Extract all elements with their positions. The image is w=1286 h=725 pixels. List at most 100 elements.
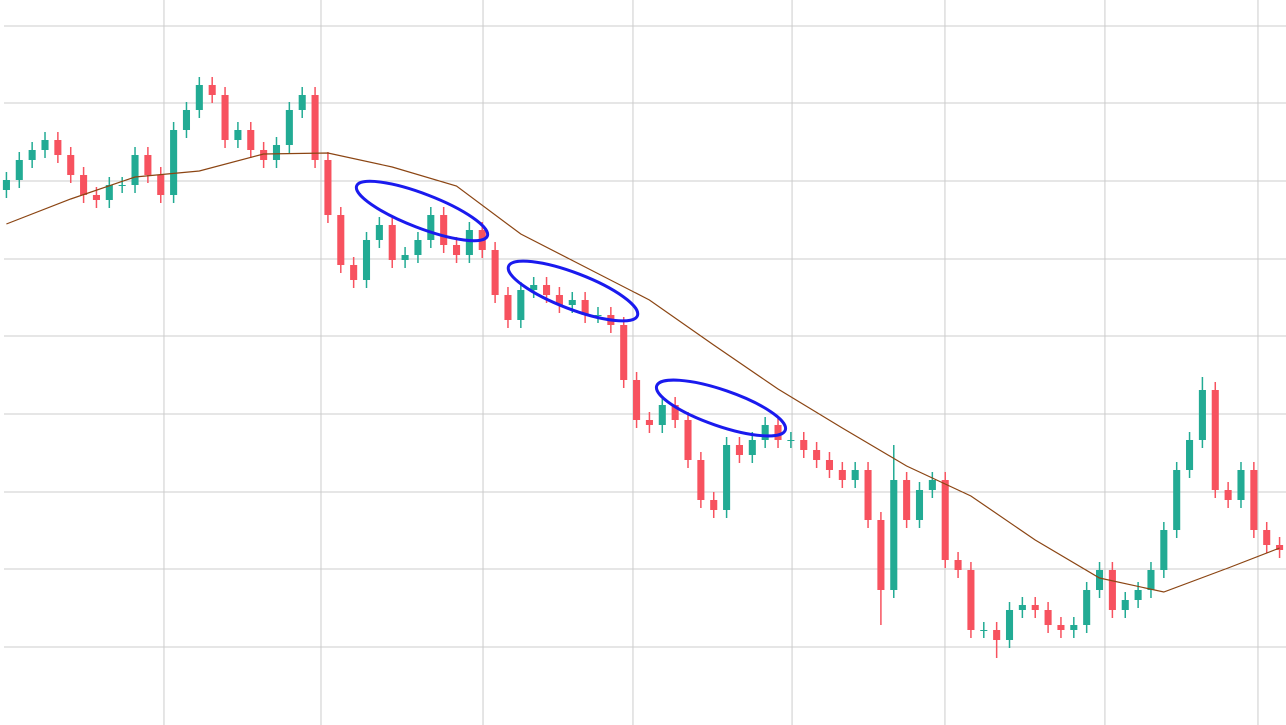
plot — [2, 77, 1284, 658]
candle-body — [375, 225, 383, 240]
candle-body — [787, 440, 795, 441]
candle-body — [555, 295, 563, 305]
candle-body — [272, 145, 281, 160]
candle-body — [298, 95, 306, 110]
candle-body — [182, 110, 191, 130]
candle-body — [543, 285, 551, 295]
candle-body — [1031, 605, 1039, 610]
candle-body — [1263, 530, 1271, 545]
candle-body — [864, 470, 872, 520]
candle-body — [1134, 590, 1142, 600]
candle-body — [234, 130, 242, 140]
candle-body — [517, 290, 525, 320]
candle-body — [1173, 470, 1181, 530]
candle-body — [80, 175, 88, 195]
candle-body — [645, 420, 653, 425]
candle-body — [144, 155, 152, 175]
candle-body — [1044, 610, 1052, 625]
candle-body — [723, 445, 731, 510]
candle-body — [774, 425, 782, 440]
candle-body — [748, 440, 756, 455]
candle-body — [465, 230, 473, 255]
candle-body — [311, 95, 319, 160]
candle-body — [838, 470, 846, 480]
candle-body — [671, 405, 679, 420]
candle-body — [877, 520, 885, 590]
candle-body — [28, 150, 36, 160]
candle-body — [633, 380, 641, 420]
candle-body — [1070, 625, 1078, 630]
candle-body — [1057, 625, 1065, 630]
candle-body — [1121, 600, 1129, 610]
candle-body — [118, 185, 126, 186]
candle-body — [1198, 390, 1206, 440]
candle-body — [452, 245, 461, 255]
candle-body — [324, 160, 332, 215]
candle-body — [105, 185, 113, 200]
candle-body — [195, 85, 203, 110]
candle-body — [170, 130, 178, 195]
candle-body — [1186, 440, 1194, 470]
candle-body — [825, 460, 834, 470]
candle-body — [2, 180, 10, 190]
annotations — [354, 179, 788, 438]
candle-body — [504, 295, 512, 320]
candle-body — [980, 630, 988, 631]
candle-body — [851, 470, 859, 480]
candle-body — [1018, 605, 1026, 610]
candle-body — [710, 500, 718, 510]
candle-body — [54, 140, 62, 155]
candle-body — [157, 175, 165, 195]
candle-body — [491, 250, 499, 295]
candle-body — [440, 215, 448, 245]
candle-body — [414, 240, 422, 255]
candle-body — [1005, 610, 1014, 640]
candle-body — [941, 480, 949, 560]
candle-body — [568, 300, 576, 305]
candle-body — [260, 150, 268, 160]
candle-body — [530, 285, 538, 290]
candle-body — [362, 240, 371, 280]
candle-body — [800, 440, 808, 450]
moving-average-line — [6, 152, 1280, 593]
candle-body — [67, 155, 75, 175]
candle-body — [1095, 570, 1104, 590]
candle-body — [967, 570, 975, 630]
candle-body — [388, 225, 396, 260]
candle-body — [1237, 470, 1245, 500]
candle-body — [890, 480, 898, 590]
candle-body — [41, 140, 49, 150]
candle-body — [208, 85, 216, 95]
candle-body — [903, 480, 911, 520]
grid — [4, 0, 1286, 725]
candle-body — [954, 560, 962, 570]
candle-body — [15, 160, 23, 180]
candle-body — [401, 255, 409, 260]
candle-body — [658, 405, 666, 425]
candle-body — [697, 460, 705, 500]
annotation-ellipse — [506, 259, 640, 323]
annotation-ellipse — [654, 378, 788, 438]
candle-body — [247, 130, 255, 150]
candle-body — [684, 420, 692, 460]
candle-body — [735, 445, 743, 455]
candle-body — [928, 480, 936, 490]
candle-body — [92, 195, 100, 200]
annotation-ellipse — [354, 179, 490, 243]
candle-body — [1108, 570, 1116, 610]
candle-body — [1250, 470, 1258, 530]
candle-body — [1211, 390, 1219, 490]
candle-body — [993, 630, 1001, 640]
candle-body — [337, 215, 345, 265]
candle-body — [285, 110, 293, 145]
candle-body — [1083, 590, 1091, 625]
candle-body — [1147, 570, 1155, 590]
candle-body — [620, 325, 628, 380]
candle-body — [915, 490, 924, 520]
candle-body — [427, 215, 435, 240]
candle-body — [1276, 545, 1284, 550]
candle-body — [350, 265, 358, 280]
candle-body — [813, 450, 821, 460]
